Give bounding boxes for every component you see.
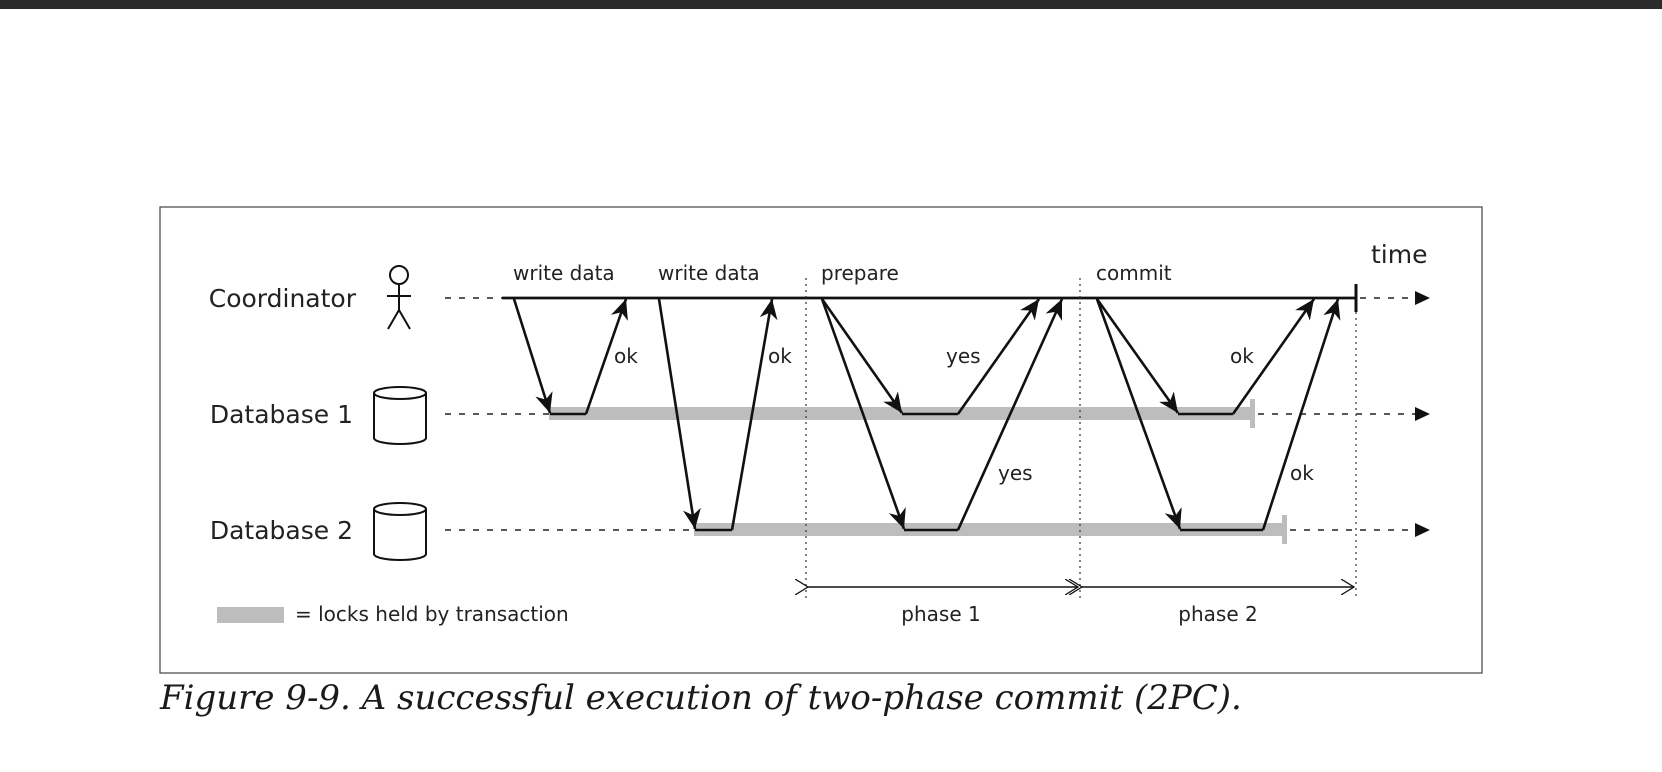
prepare-yes-reply-db2	[956, 298, 1064, 531]
prepare-request-db1	[820, 298, 904, 414]
time-label: time	[1371, 240, 1427, 269]
ok-label-2: ok	[768, 344, 792, 368]
write-data-2-label: write data	[658, 261, 760, 285]
top-bar	[0, 0, 1662, 9]
lock-bar-db1	[549, 407, 1252, 420]
database-1-label: Database 1	[210, 400, 353, 429]
timeline-arrowheads	[1415, 291, 1430, 537]
coordinator-arrowhead	[1415, 291, 1430, 305]
commit-request-db1	[1095, 298, 1180, 414]
timelines	[445, 297, 1418, 531]
ok-label-3: ok	[1230, 344, 1254, 368]
write-data-2-ok-reply	[730, 298, 778, 531]
database-2-icon	[373, 502, 427, 561]
write-data-1-ok-reply	[584, 298, 628, 415]
phase-dividers	[805, 278, 1357, 600]
lock-bar-db1-end	[1250, 399, 1255, 428]
commit-ok-reply-db2	[1261, 298, 1341, 531]
db1-arrowhead	[1415, 407, 1430, 421]
database-1-icon	[373, 386, 427, 445]
legend-locks-label: = locks held by transaction	[295, 602, 569, 626]
lock-bar-db2	[694, 523, 1286, 536]
lock-bar-db2-end	[1282, 515, 1287, 544]
prepare-label: prepare	[821, 261, 899, 285]
figure-caption: Figure 9-9. A successful execution of tw…	[160, 678, 1242, 718]
ok-label-1: ok	[614, 344, 638, 368]
message-arrows	[512, 298, 1341, 532]
phase-2-label: phase 2	[1178, 602, 1257, 626]
person-icon	[387, 265, 411, 330]
yes-label-1: yes	[946, 344, 981, 368]
yes-label-2: yes	[998, 461, 1033, 485]
phase-1-label: phase 1	[901, 602, 980, 626]
ok-label-4: ok	[1290, 461, 1314, 485]
legend-lock-swatch	[217, 607, 284, 623]
db2-arrowhead	[1415, 523, 1430, 537]
write-data-2-request	[657, 298, 701, 530]
write-data-1-label: write data	[513, 261, 615, 285]
prepare-request-db2	[820, 298, 906, 530]
prepare-yes-reply-db1	[956, 298, 1041, 415]
commit-ok-reply-db1	[1231, 298, 1316, 415]
write-data-1-request	[512, 298, 553, 414]
commit-request-db2	[1095, 298, 1182, 530]
database-2-label: Database 2	[210, 516, 353, 545]
coordinator-label: Coordinator	[209, 284, 357, 313]
commit-label: commit	[1096, 261, 1172, 285]
